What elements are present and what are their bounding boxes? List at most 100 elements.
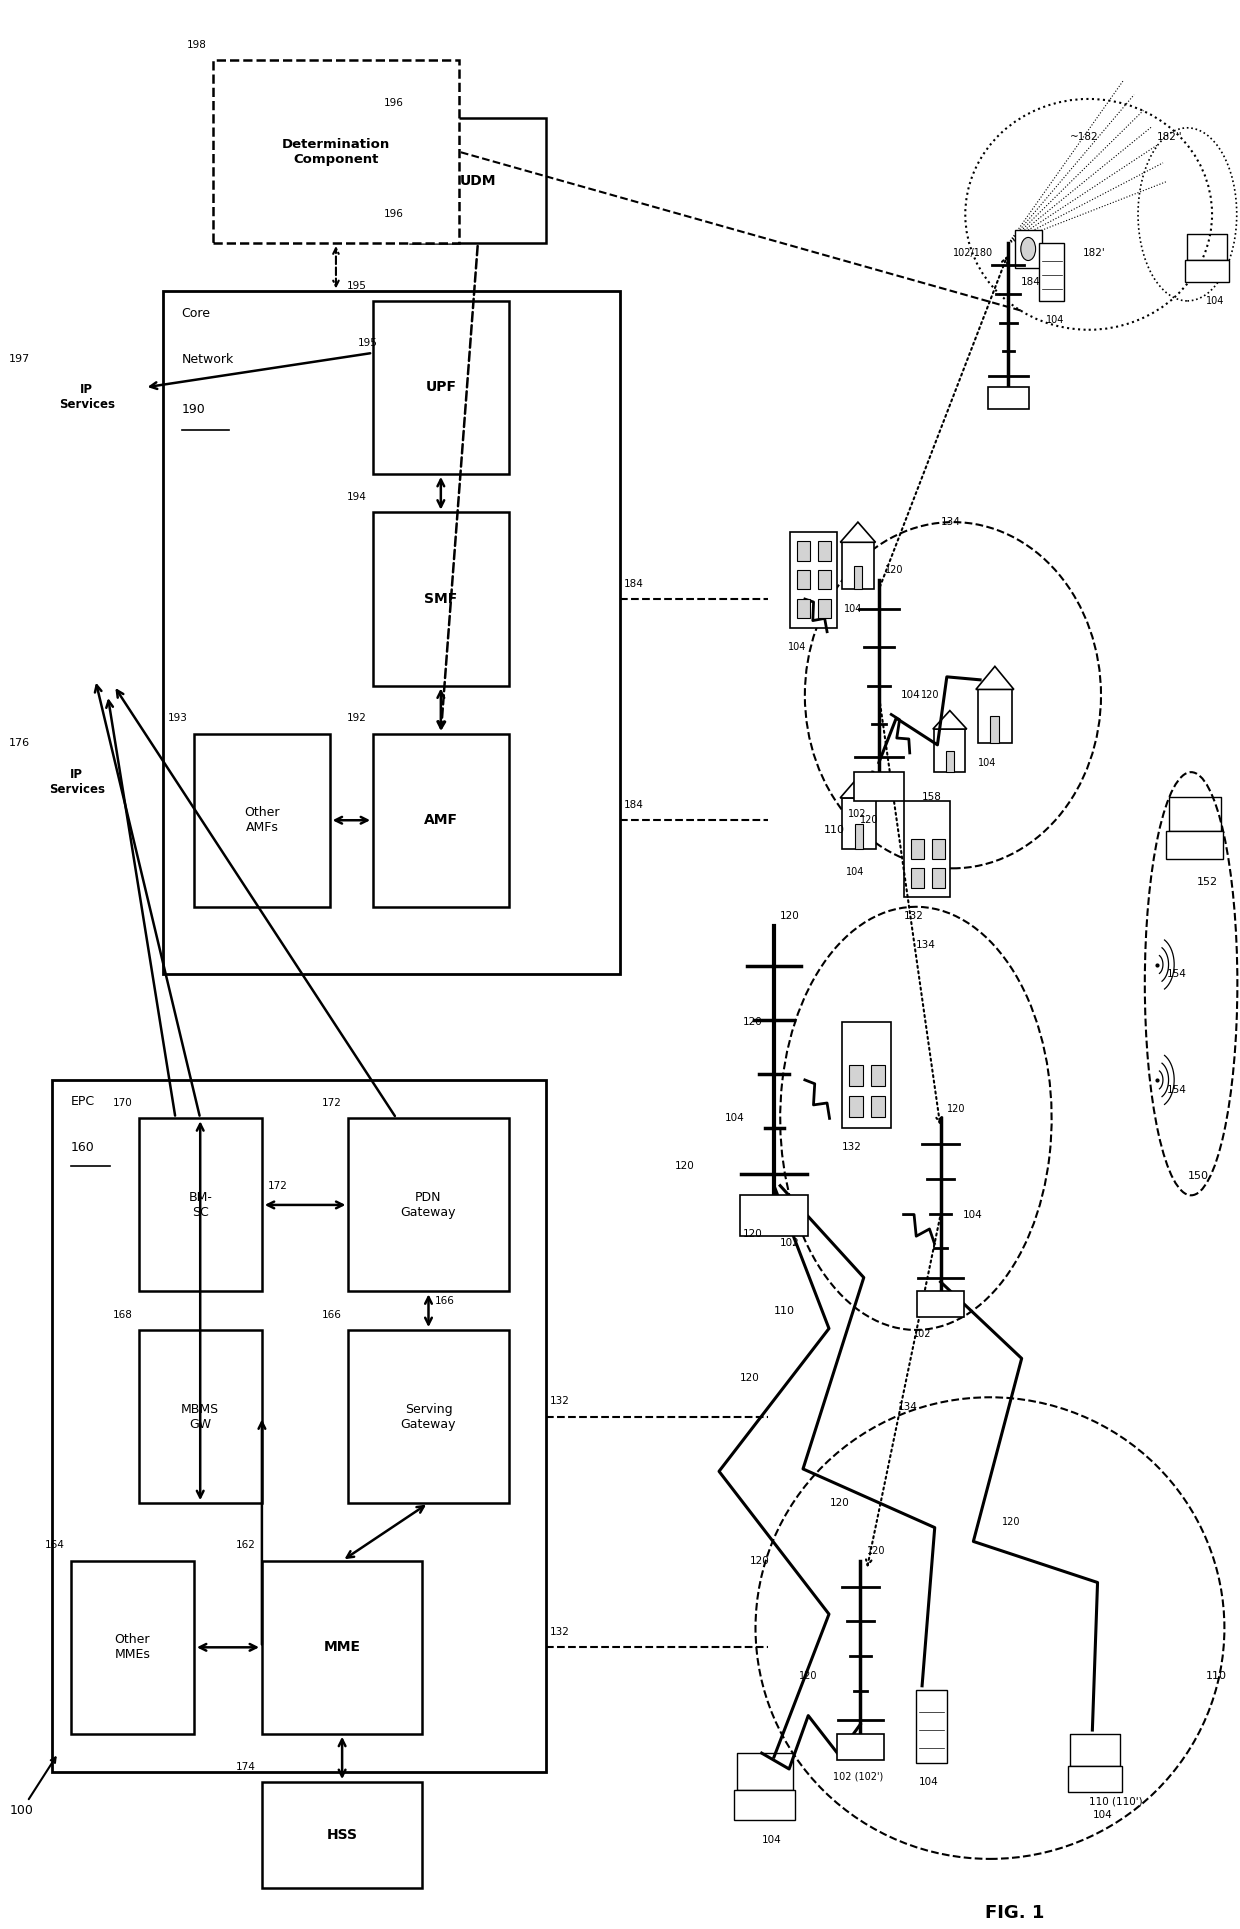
Text: 120: 120 xyxy=(947,1103,965,1113)
FancyBboxPatch shape xyxy=(904,801,951,897)
FancyBboxPatch shape xyxy=(797,571,810,590)
Text: 162: 162 xyxy=(236,1541,255,1551)
Text: 160: 160 xyxy=(71,1142,94,1154)
FancyBboxPatch shape xyxy=(139,1119,262,1292)
FancyBboxPatch shape xyxy=(931,868,945,887)
FancyBboxPatch shape xyxy=(212,60,459,243)
Text: IP
Services: IP Services xyxy=(48,768,105,797)
Text: 172: 172 xyxy=(268,1181,288,1190)
Text: PDN
Gateway: PDN Gateway xyxy=(401,1190,456,1219)
Text: 134: 134 xyxy=(898,1402,918,1412)
Text: MME: MME xyxy=(324,1640,361,1655)
Text: 176: 176 xyxy=(9,739,30,748)
Text: 120: 120 xyxy=(921,691,940,700)
Text: 182': 182' xyxy=(1083,247,1105,258)
Text: UDM: UDM xyxy=(460,174,496,187)
Text: 110 (110'): 110 (110') xyxy=(1089,1796,1142,1806)
Text: HSS: HSS xyxy=(326,1829,357,1842)
Text: 102: 102 xyxy=(848,810,867,820)
Text: 104: 104 xyxy=(962,1209,982,1219)
FancyBboxPatch shape xyxy=(1039,243,1064,301)
Text: 104: 104 xyxy=(724,1113,744,1123)
FancyBboxPatch shape xyxy=(52,1080,546,1773)
Text: 104: 104 xyxy=(1205,295,1224,307)
Text: 193: 193 xyxy=(167,714,188,723)
Text: 120: 120 xyxy=(867,1547,885,1557)
FancyBboxPatch shape xyxy=(373,301,508,475)
Text: 197: 197 xyxy=(9,353,30,363)
Circle shape xyxy=(1021,237,1035,260)
Text: 120: 120 xyxy=(830,1499,849,1508)
Text: 194: 194 xyxy=(347,492,367,502)
Text: 120: 120 xyxy=(885,565,904,575)
FancyBboxPatch shape xyxy=(1014,230,1042,268)
FancyBboxPatch shape xyxy=(935,729,965,772)
FancyBboxPatch shape xyxy=(837,1734,884,1759)
FancyBboxPatch shape xyxy=(849,1065,863,1086)
Text: 170: 170 xyxy=(113,1098,133,1107)
Text: 166: 166 xyxy=(322,1310,342,1319)
Polygon shape xyxy=(841,523,875,542)
Polygon shape xyxy=(932,710,967,729)
Text: 120: 120 xyxy=(1002,1518,1021,1528)
Text: 198: 198 xyxy=(186,41,206,50)
Text: 184: 184 xyxy=(624,801,644,810)
Text: Other
AMFs: Other AMFs xyxy=(244,806,280,833)
FancyBboxPatch shape xyxy=(410,118,546,243)
FancyBboxPatch shape xyxy=(193,733,330,907)
FancyBboxPatch shape xyxy=(931,839,945,858)
Text: 104: 104 xyxy=(919,1777,939,1786)
FancyBboxPatch shape xyxy=(262,1782,423,1888)
Text: Network: Network xyxy=(182,353,234,367)
FancyBboxPatch shape xyxy=(71,1561,193,1734)
FancyBboxPatch shape xyxy=(988,388,1028,409)
FancyBboxPatch shape xyxy=(348,1119,508,1292)
Polygon shape xyxy=(976,666,1014,689)
Text: 120: 120 xyxy=(780,910,800,922)
Text: 196: 196 xyxy=(384,98,404,108)
Text: BM-
SC: BM- SC xyxy=(188,1190,212,1219)
Text: 132: 132 xyxy=(549,1397,569,1406)
Text: 134: 134 xyxy=(916,939,936,951)
FancyBboxPatch shape xyxy=(164,291,620,974)
Text: 132: 132 xyxy=(549,1626,569,1638)
FancyBboxPatch shape xyxy=(818,600,831,619)
Text: 132: 132 xyxy=(842,1142,862,1152)
FancyBboxPatch shape xyxy=(910,868,924,887)
Text: FIG. 1: FIG. 1 xyxy=(985,1904,1044,1921)
FancyBboxPatch shape xyxy=(977,689,1012,743)
FancyBboxPatch shape xyxy=(849,1096,863,1117)
Text: 152: 152 xyxy=(1198,878,1219,887)
FancyBboxPatch shape xyxy=(946,750,954,772)
Text: 120: 120 xyxy=(739,1373,759,1383)
Text: 184: 184 xyxy=(1021,276,1040,287)
FancyBboxPatch shape xyxy=(842,799,877,849)
Text: 196: 196 xyxy=(384,210,404,220)
Text: 190: 190 xyxy=(182,403,206,417)
Text: 134: 134 xyxy=(941,517,961,527)
Text: 166: 166 xyxy=(435,1296,455,1306)
FancyBboxPatch shape xyxy=(910,839,924,858)
Text: 120: 120 xyxy=(861,816,879,826)
FancyBboxPatch shape xyxy=(818,571,831,590)
FancyBboxPatch shape xyxy=(872,1065,885,1086)
Text: 120: 120 xyxy=(676,1161,696,1171)
Text: 120: 120 xyxy=(743,1229,763,1238)
Text: MBMS
GW: MBMS GW xyxy=(181,1402,219,1431)
Text: 195: 195 xyxy=(347,280,367,291)
Text: 110: 110 xyxy=(774,1306,795,1316)
Text: 104: 104 xyxy=(901,691,921,700)
Text: 182'': 182'' xyxy=(1157,133,1182,143)
Text: 110: 110 xyxy=(1205,1671,1226,1682)
Text: 120: 120 xyxy=(749,1557,769,1566)
FancyBboxPatch shape xyxy=(373,513,508,685)
Text: 164: 164 xyxy=(45,1541,64,1551)
FancyBboxPatch shape xyxy=(854,565,862,590)
Text: 120: 120 xyxy=(743,1017,763,1028)
FancyBboxPatch shape xyxy=(918,1292,963,1318)
Text: 110: 110 xyxy=(823,826,844,835)
Text: Core: Core xyxy=(182,307,211,320)
Text: 100: 100 xyxy=(10,1757,56,1817)
Text: 154: 154 xyxy=(1167,968,1187,980)
Text: 192: 192 xyxy=(347,714,367,723)
